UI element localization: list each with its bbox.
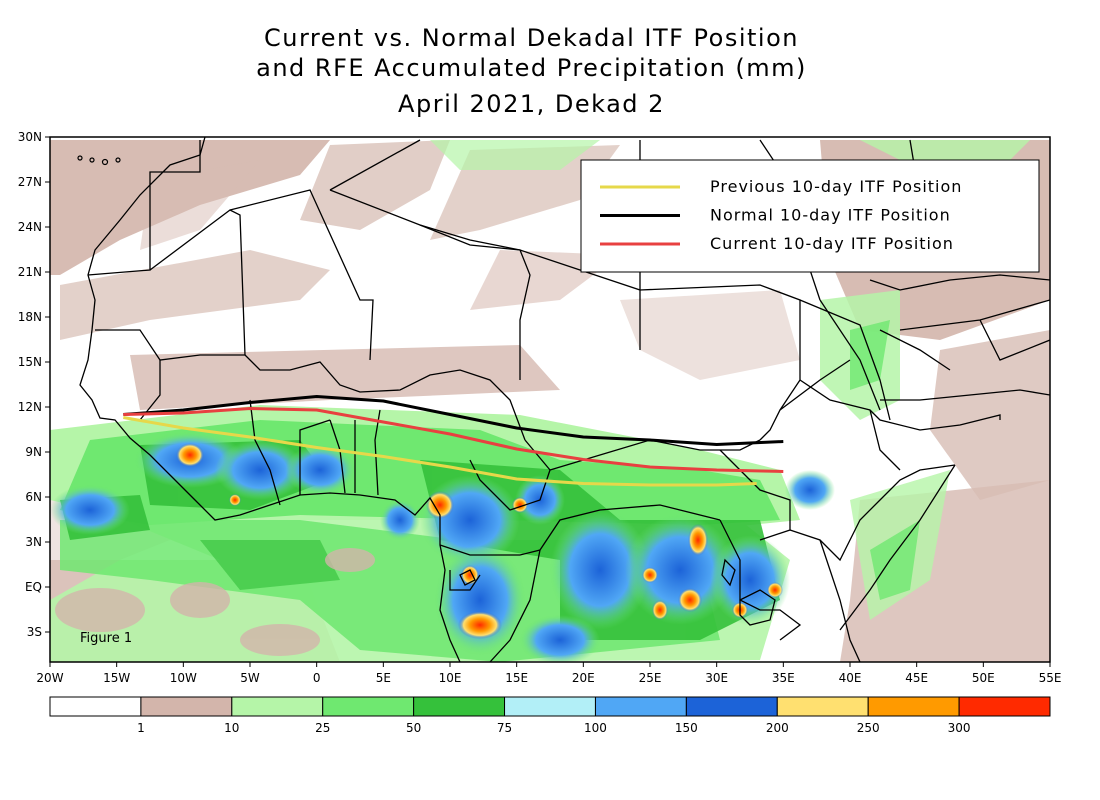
- lon-tick-label: 0: [313, 671, 321, 685]
- lat-tick-label: 24N: [18, 220, 42, 234]
- lon-tick-label: 25E: [639, 671, 662, 685]
- itf-lines: [123, 395, 784, 487]
- legend-label: Current 10-day ITF Position: [710, 234, 954, 253]
- lat-tick-label: 21N: [18, 265, 42, 279]
- lon-tick-label: 5W: [240, 671, 260, 685]
- lon-tick-label: 20E: [572, 671, 595, 685]
- itf-line-current: [123, 407, 784, 473]
- latitude-ticks: 30N 27N 24N 21N 18N 15N 12N 9N 6N 3N EQ 3S: [18, 130, 50, 639]
- itf-line-previous: [123, 416, 757, 487]
- lon-tick-label: 55E: [1039, 671, 1062, 685]
- lat-tick-label: 3S: [27, 625, 42, 639]
- colorbar-swatch: [685, 696, 778, 717]
- lat-tick-label: 30N: [18, 130, 42, 144]
- chart-title-line1: Current vs. Normal Dekadal ITF Position: [264, 24, 799, 52]
- colorbar-label: 10: [224, 721, 239, 735]
- colorbar-label: 150: [675, 721, 698, 735]
- precipitation-colorbar: 1 10 25 50 75 100 150 200 250 300: [49, 696, 1051, 735]
- lon-tick-label: 5E: [376, 671, 391, 685]
- lat-tick-label: 3N: [25, 535, 42, 549]
- colorbar-label: 100: [584, 721, 607, 735]
- colorbar-swatch: [867, 696, 960, 717]
- colorbar-label: 1: [137, 721, 145, 735]
- lon-tick-label: 10E: [439, 671, 462, 685]
- colorbar-label: 25: [315, 721, 330, 735]
- lon-tick-label: 50E: [972, 671, 995, 685]
- figure-label: Figure 1: [80, 631, 132, 646]
- lon-tick-label: 35E: [772, 671, 795, 685]
- lat-tick-label: 12N: [18, 400, 42, 414]
- lat-tick-label: 15N: [18, 355, 42, 369]
- colorbar-swatch: [413, 696, 506, 717]
- colorbar-label: 50: [406, 721, 421, 735]
- lat-tick-label: EQ: [25, 580, 42, 594]
- colorbar-label: 250: [857, 721, 880, 735]
- colorbar-swatch: [49, 696, 142, 717]
- lon-tick-label: 15W: [103, 671, 130, 685]
- lon-tick-label: 40E: [839, 671, 862, 685]
- legend-label: Normal 10-day ITF Position: [710, 206, 951, 225]
- colorbar-label: 75: [497, 721, 512, 735]
- colorbar-swatch: [140, 696, 233, 717]
- lat-tick-label: 9N: [25, 445, 42, 459]
- colorbar-swatch: [776, 696, 869, 717]
- legend-label: Previous 10-day ITF Position: [710, 177, 962, 196]
- longitude-ticks: 20W 15W 10W 5W 0 5E 10E 15E 20E 25E 30E 35E 40E 45E 50…: [36, 662, 1061, 685]
- itf-legend: Previous 10-day ITF Position Normal 10-da…: [580, 159, 1040, 273]
- colorbar-swatch: [594, 696, 687, 717]
- lon-tick-label: 30E: [705, 671, 728, 685]
- canary-islands: [77, 155, 121, 166]
- lat-tick-label: 6N: [25, 490, 42, 504]
- lon-tick-label: 10W: [170, 671, 197, 685]
- lat-tick-label: 27N: [18, 175, 42, 189]
- lon-tick-label: 15E: [505, 671, 528, 685]
- chart-title-line2: and RFE Accumulated Precipitation (mm): [256, 54, 807, 82]
- map-frame: [49, 136, 1051, 663]
- colorbar-swatch: [958, 696, 1051, 717]
- itf-line-normal: [123, 395, 784, 446]
- colorbar-label: 200: [766, 721, 789, 735]
- lon-tick-label: 20W: [36, 671, 63, 685]
- chart-title-line3: April 2021, Dekad 2: [398, 90, 665, 118]
- lat-tick-label: 18N: [18, 310, 42, 324]
- colorbar-label: 300: [948, 721, 971, 735]
- colorbar-swatch: [322, 696, 415, 717]
- colorbar-swatch: [231, 696, 324, 717]
- colorbar-swatch: [504, 696, 596, 717]
- lon-tick-label: 45E: [905, 671, 928, 685]
